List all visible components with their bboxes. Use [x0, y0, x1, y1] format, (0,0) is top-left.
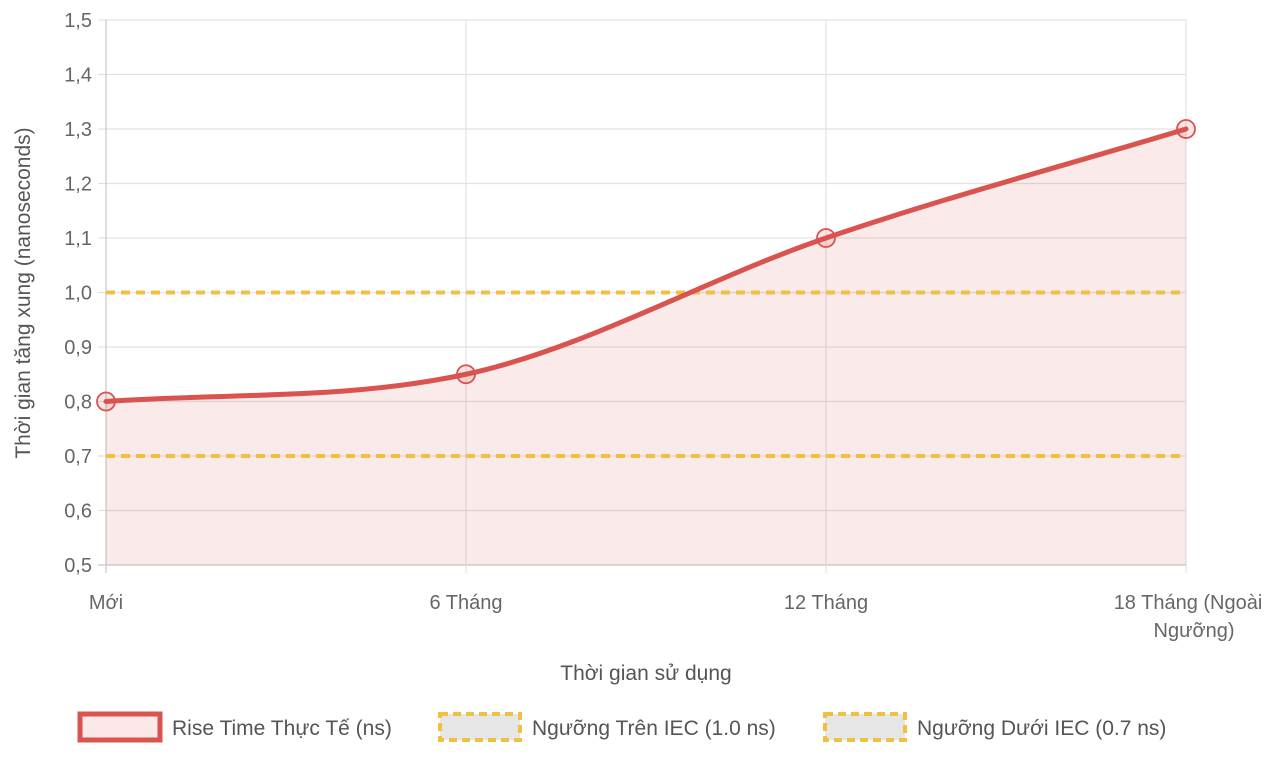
data-point[interactable]	[1176, 119, 1196, 139]
legend-swatch	[823, 712, 907, 742]
x-tick-label: 6 Tháng	[429, 592, 502, 614]
y-tick-label: 1,4	[64, 65, 92, 87]
data-point[interactable]	[96, 391, 116, 412]
legend-label: Ngưỡng Trên IEC (1.0 ns)	[532, 717, 776, 740]
legend: Rise Time Thực Tế (ns) Ngưỡng Trên IEC (1…	[77, 711, 1166, 743]
y-tick-label: 1,5	[64, 10, 92, 32]
legend-label: Rise Time Thực Tế (ns)	[172, 717, 392, 740]
data-point[interactable]	[456, 364, 476, 385]
y-tick-label: 0,8	[64, 392, 92, 414]
x-tick-labels: Mới 6 Tháng 12 Tháng 18 Tháng (Ngoài Ngưỡng)	[89, 592, 1262, 642]
x-tick-label: Ngưỡng)	[1154, 620, 1235, 642]
y-tick-label: 1,1	[64, 228, 92, 250]
x-tick-label: 18 Tháng (Ngoài	[1114, 592, 1263, 614]
series-line	[103, 126, 1189, 404]
y-tick-label: 1,3	[64, 119, 92, 141]
legend-item[interactable]: Rise Time Thực Tế (ns)	[77, 711, 392, 743]
data-points	[96, 119, 1196, 412]
legend-swatch	[77, 711, 163, 743]
legend-swatch	[438, 712, 522, 742]
x-tick-label: 12 Tháng	[784, 592, 868, 614]
data-point[interactable]	[816, 228, 836, 248]
x-axis-title: Thời gian sử dụng	[560, 662, 731, 685]
y-tick-label: 1,0	[64, 283, 92, 305]
y-axis-title: Thời gian tăng xung (nanoseconds)	[12, 127, 35, 458]
x-tick-label: Mới	[89, 592, 123, 614]
y-tick-label: 0,9	[64, 337, 92, 359]
y-tick-label: 0,6	[64, 501, 92, 523]
legend-item[interactable]: Ngưỡng Dưới IEC (0.7 ns)	[823, 712, 1166, 742]
y-tick-label: 0,7	[64, 446, 92, 468]
series-lines	[103, 126, 1189, 458]
legend-label: Ngưỡng Dưới IEC (0.7 ns)	[917, 717, 1166, 740]
legend-item[interactable]: Ngưỡng Trên IEC (1.0 ns)	[438, 712, 776, 742]
y-tick-label: 1,2	[64, 174, 92, 196]
y-tick-labels: 0,5 0,6 0,7 0,8 0,9 1,0 1,1 1,2 1,3 1,4 1,5	[64, 10, 92, 577]
y-tick-label: 0,5	[64, 555, 92, 577]
